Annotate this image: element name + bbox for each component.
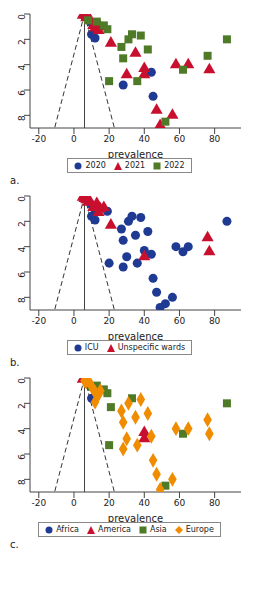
- svg-text:80: 80: [209, 498, 221, 508]
- svg-text:40: 40: [139, 316, 151, 326]
- svg-text:0: 0: [17, 378, 27, 384]
- svg-text:0: 0: [71, 498, 77, 508]
- svg-text:20: 20: [103, 498, 115, 508]
- svg-text:-20: -20: [31, 498, 46, 508]
- svg-text:6: 6: [17, 272, 27, 278]
- svg-text:40: 40: [139, 134, 151, 144]
- svg-text:0: 0: [71, 134, 77, 144]
- html-text:2022: 2022: [164, 161, 185, 170]
- svg-text:8: 8: [17, 115, 27, 121]
- html-text:2020: 2020: [85, 161, 106, 170]
- svg-text:80: 80: [209, 316, 221, 326]
- svg-text:8: 8: [17, 479, 27, 485]
- svg-text:4: 4: [17, 428, 27, 434]
- svg-text:8: 8: [17, 297, 27, 303]
- html-text:b.: b.: [10, 357, 20, 368]
- svg-text:prevalence: prevalence: [108, 149, 163, 158]
- svg-text:6: 6: [17, 454, 27, 460]
- svg-text:-20: -20: [31, 134, 46, 144]
- svg-text:0: 0: [17, 14, 27, 20]
- html-text:c.: c.: [10, 539, 19, 550]
- svg-text:prevalence: prevalence: [108, 331, 163, 340]
- svg-text:0: 0: [71, 316, 77, 326]
- svg-text:0: 0: [17, 196, 27, 202]
- svg-text:6: 6: [17, 90, 27, 96]
- html-text:Asia: Asia: [150, 525, 167, 534]
- svg-text:20: 20: [103, 316, 115, 326]
- html-text:Africa: Africa: [56, 525, 79, 534]
- svg-text:60: 60: [174, 498, 186, 508]
- html-text:ICU: ICU: [84, 343, 99, 352]
- svg-text:4: 4: [17, 64, 27, 70]
- svg-text:2: 2: [17, 221, 27, 227]
- svg-text:-20: -20: [31, 316, 46, 326]
- svg-text:60: 60: [174, 316, 186, 326]
- svg-text:80: 80: [209, 134, 221, 144]
- html-text:America: America: [98, 525, 131, 534]
- svg-text:2: 2: [17, 39, 27, 45]
- svg-text:40: 40: [139, 498, 151, 508]
- svg-text:60: 60: [174, 134, 186, 144]
- html-text:Unspecific wards: Unspecific wards: [117, 343, 186, 352]
- html-text:a.: a.: [10, 175, 20, 186]
- svg-text:2: 2: [17, 403, 27, 409]
- svg-text:prevalence: prevalence: [108, 513, 163, 522]
- svg-text:4: 4: [17, 246, 27, 252]
- svg-text:20: 20: [103, 134, 115, 144]
- html-text:2021: 2021: [124, 161, 146, 170]
- html-text:Europe: Europe: [185, 525, 214, 534]
